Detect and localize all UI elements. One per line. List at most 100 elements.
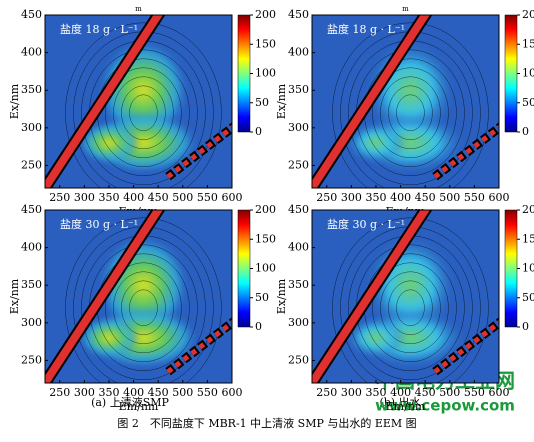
contour	[332, 22, 489, 188]
scatter-band2	[166, 319, 232, 374]
colorbar-tick-label: 200	[522, 203, 534, 216]
colorbar-tick-label: 200	[255, 8, 276, 21]
colorbar-tick-label: 50	[255, 291, 269, 304]
colorbar-tick-label: 150	[255, 232, 276, 245]
x-tick-label: 450	[415, 386, 436, 399]
scatter-band	[312, 210, 430, 383]
contour	[380, 271, 441, 345]
x-tick-label: 600	[489, 386, 510, 399]
x-tick-label: 450	[148, 191, 169, 204]
frame	[44, 14, 233, 189]
contour	[388, 280, 433, 336]
contour	[396, 289, 425, 327]
y-tick-label: 350	[288, 278, 309, 291]
contour	[129, 289, 158, 327]
contour	[388, 85, 433, 141]
y-tick-label: 350	[288, 83, 309, 96]
colorbar-tick-label: 100	[255, 262, 276, 275]
x-axis-label: Em/nm	[119, 400, 159, 413]
contour	[129, 94, 158, 132]
y-tick-label: 400	[21, 46, 42, 59]
contour	[113, 76, 174, 150]
plot-area	[312, 15, 499, 188]
x-tick-label: 550	[197, 191, 218, 204]
peak	[345, 122, 406, 163]
colorbar	[237, 14, 251, 133]
colorbar-tick-label: 150	[522, 232, 534, 245]
colorbar-tick-label: 50	[522, 291, 534, 304]
x-tick-label: 500	[172, 386, 193, 399]
watermark-url: www.cepow.com	[375, 397, 515, 415]
y-tick-label: 250	[288, 353, 309, 366]
x-tick-label: 250	[316, 191, 337, 204]
y-tick-label: 450	[288, 8, 309, 21]
figure-caption: 图 2 不同盐度下 MBR-1 中上清液 SMP 与出水的 EEM 图	[117, 416, 416, 430]
scatter-band	[45, 210, 163, 383]
colorbar-tick-label: 50	[255, 96, 269, 109]
panel-title: m	[402, 5, 409, 13]
y-tick-label: 300	[288, 121, 309, 134]
y-tick-label: 250	[21, 353, 42, 366]
y-axis-label: Ex/nm	[8, 83, 21, 119]
x-tick-label: 600	[489, 191, 510, 204]
contour	[113, 271, 174, 345]
colorbar-tick-label: 200	[255, 203, 276, 216]
x-tick-label: 550	[464, 386, 485, 399]
x-tick-label: 250	[49, 386, 70, 399]
contour	[372, 262, 449, 354]
y-tick-label: 250	[21, 158, 42, 171]
x-tick-label: 350	[365, 191, 386, 204]
x-tick-label: 300	[341, 191, 362, 204]
scatter-band2	[166, 124, 232, 179]
y-axis-label: Ex/nm	[275, 83, 288, 119]
x-tick-label: 250	[316, 386, 337, 399]
colorbar-tick-label: 0	[255, 320, 262, 333]
y-tick-label: 450	[21, 203, 42, 216]
x-tick-label: 300	[74, 191, 95, 204]
x-tick-label: 550	[197, 386, 218, 399]
peak	[78, 317, 139, 358]
colorbar	[237, 209, 251, 328]
contour	[380, 76, 441, 150]
scatter-band2	[433, 124, 499, 179]
x-tick-label: 300	[341, 386, 362, 399]
colorbar-tick-label: 150	[522, 37, 534, 50]
colorbar-tick-label: 50	[522, 96, 534, 109]
frame	[311, 209, 500, 384]
x-tick-label: 550	[464, 191, 485, 204]
x-tick-label: 500	[439, 191, 460, 204]
x-tick-label: 350	[98, 386, 119, 399]
scatter-band	[312, 15, 430, 188]
x-tick-label: 500	[172, 191, 193, 204]
annotation: 盐度 18 g · L⁻¹	[327, 22, 405, 36]
x-tick-label: 400	[390, 386, 411, 399]
contour	[65, 22, 222, 188]
x-tick-label: 250	[49, 191, 70, 204]
panel-title: m	[135, 5, 142, 13]
caption: (a) 上清液SMP	[91, 395, 169, 409]
x-tick-label: 600	[222, 191, 243, 204]
colorbar	[504, 209, 518, 328]
frame	[44, 209, 233, 384]
plot-area	[312, 210, 499, 383]
y-tick-label: 400	[288, 241, 309, 254]
annotation: 盐度 30 g · L⁻¹	[60, 217, 138, 231]
peak	[345, 317, 406, 358]
peak	[78, 122, 139, 163]
caption: (b) 出水	[379, 395, 420, 409]
scatter-band	[45, 15, 163, 188]
contour	[396, 94, 425, 132]
x-tick-label: 400	[390, 191, 411, 204]
y-axis-label: Ex/nm	[275, 278, 288, 314]
annotation: 盐度 30 g · L⁻¹	[327, 217, 405, 231]
x-tick-label: 300	[74, 386, 95, 399]
y-tick-label: 300	[21, 316, 42, 329]
x-tick-label: 450	[148, 386, 169, 399]
y-tick-label: 400	[288, 46, 309, 59]
contour	[121, 280, 166, 336]
colorbar-tick-label: 100	[255, 67, 276, 80]
x-tick-label: 400	[123, 386, 144, 399]
x-tick-label: 450	[415, 191, 436, 204]
y-tick-label: 450	[288, 203, 309, 216]
